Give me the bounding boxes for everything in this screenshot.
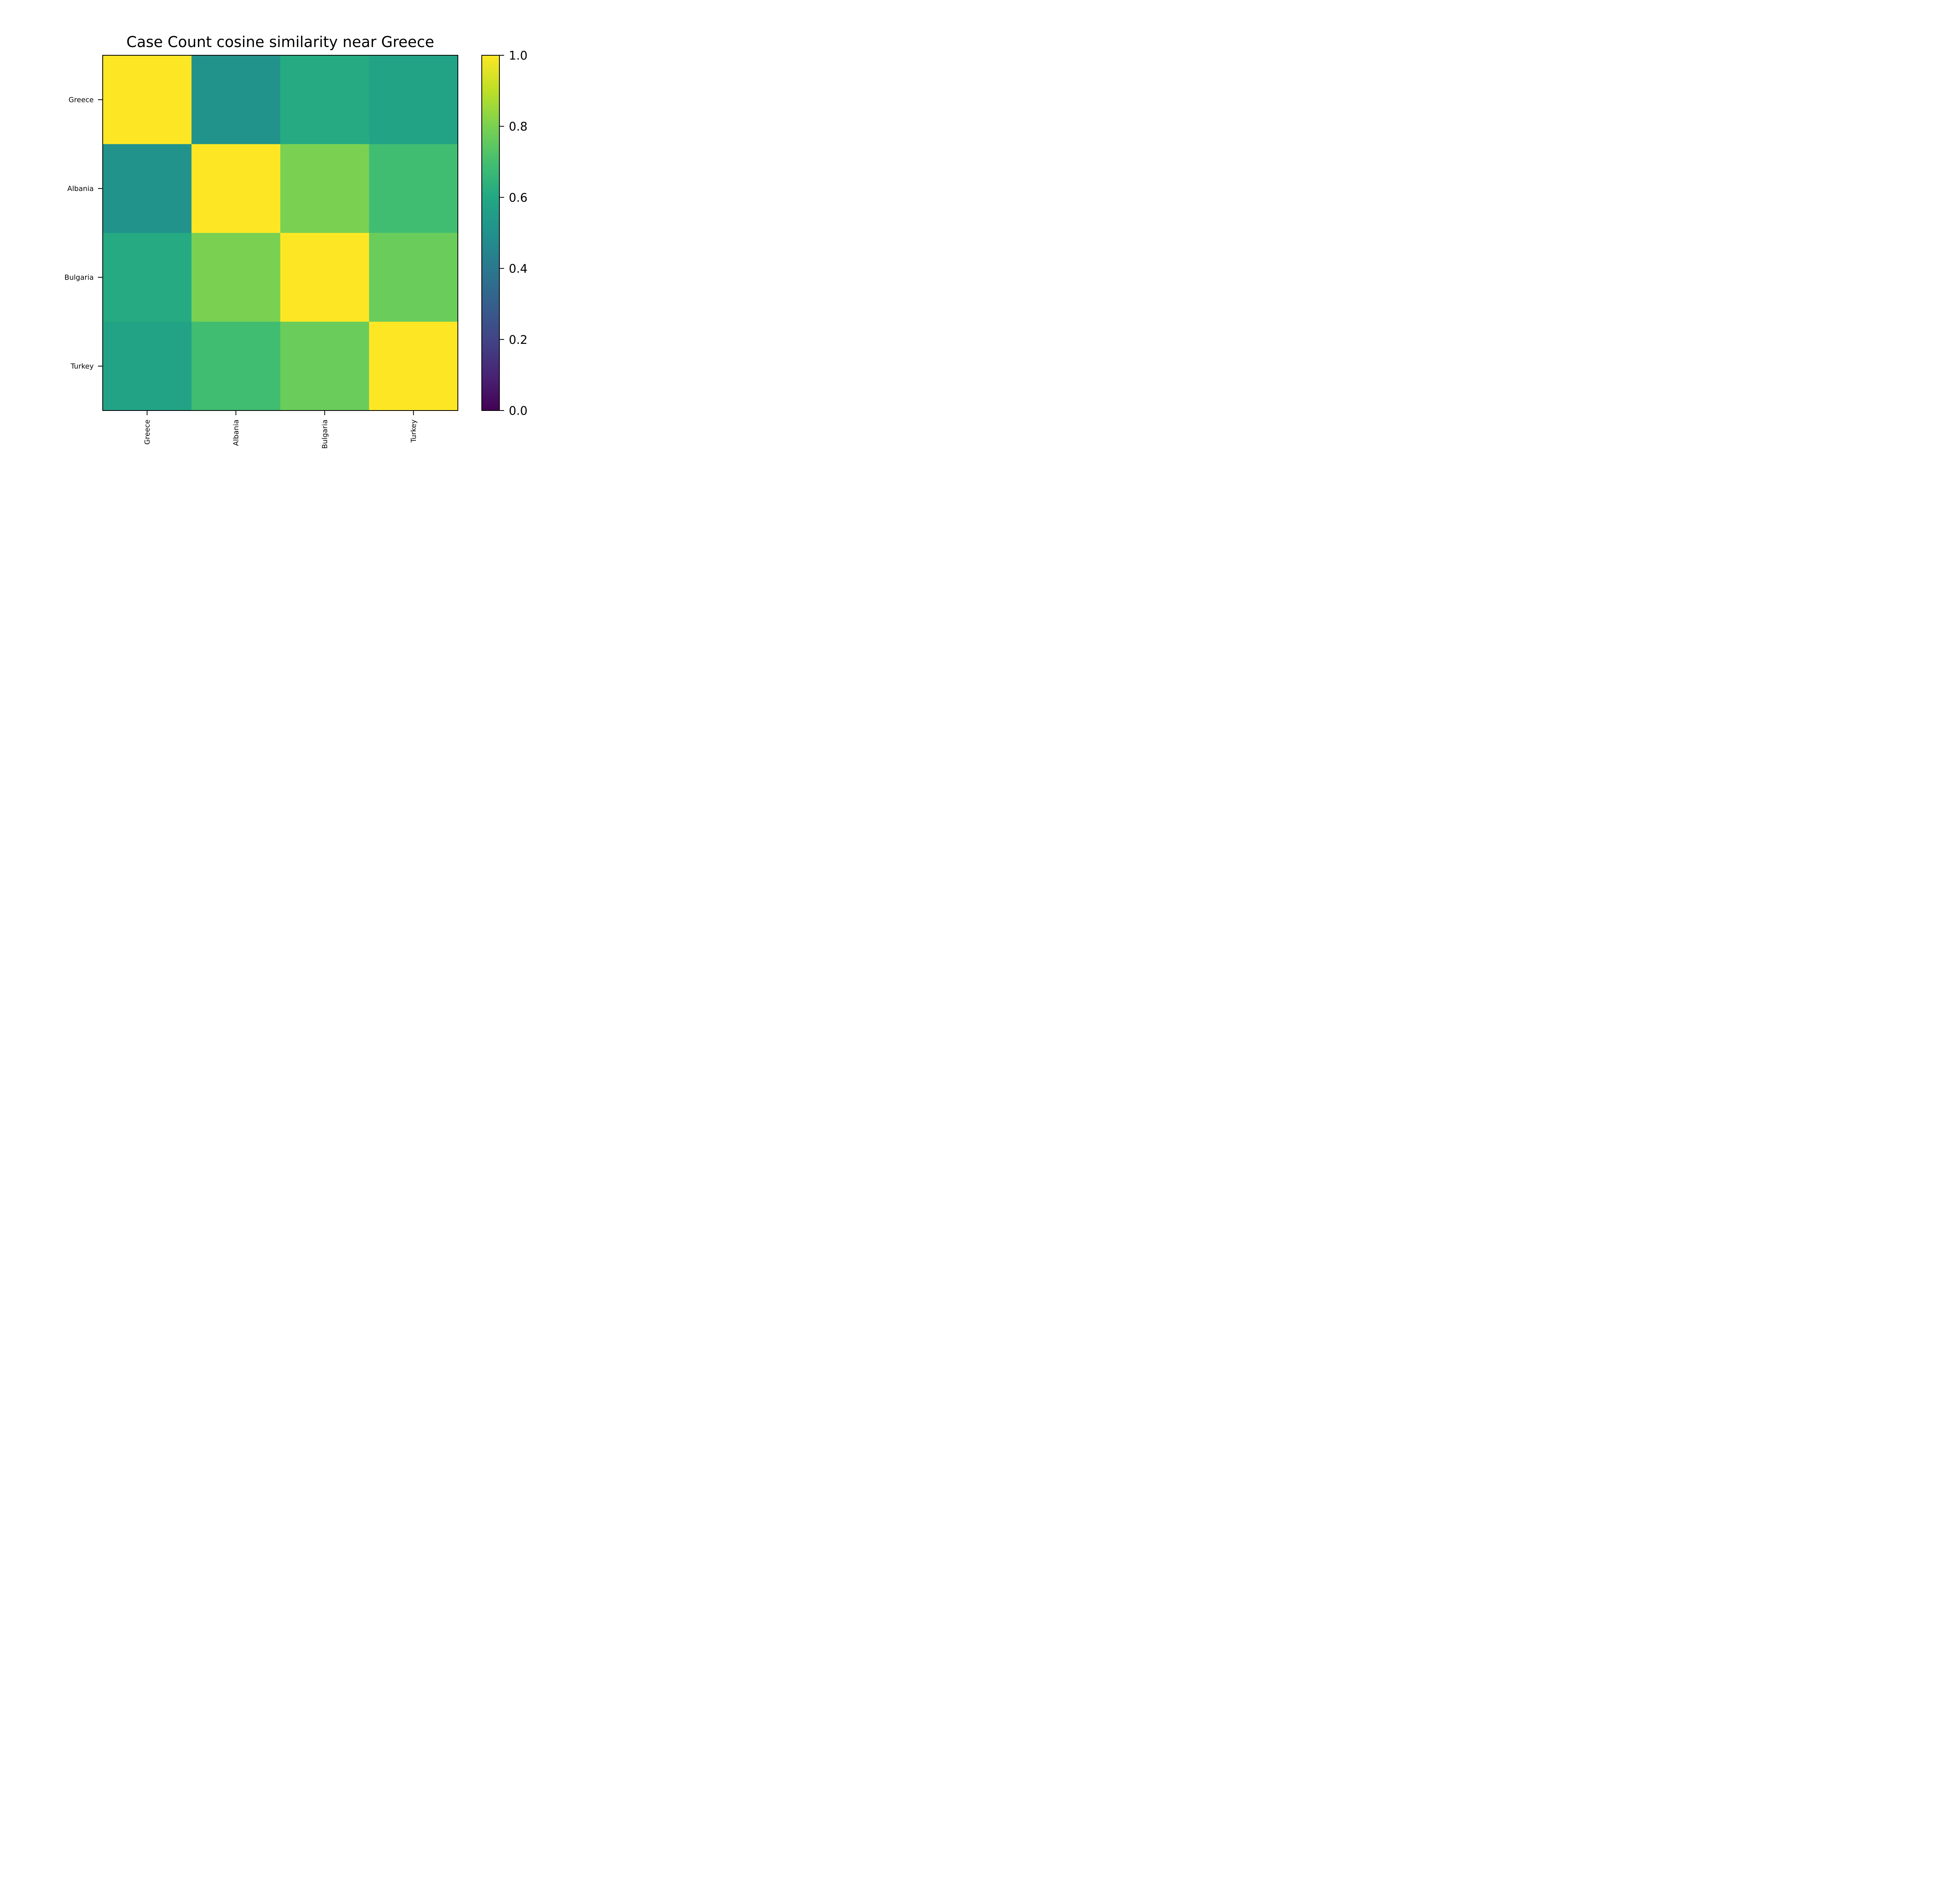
heatmap-cell-albania-greece [103, 144, 192, 233]
heatmap-figure: Case Count cosine similarity near Greece… [64, 33, 528, 449]
column-tick-label: Greece [143, 420, 151, 445]
heatmap-cell-bulgaria-greece [103, 233, 192, 322]
row-tick-label: Greece [69, 96, 94, 104]
row-tick-label: Turkey [70, 362, 94, 371]
column-tick-label: Turkey [410, 420, 418, 443]
colorbar-tick-label: 0.6 [509, 191, 528, 205]
heatmap-cell-bulgaria-albania [191, 233, 281, 322]
heatmap-cell-turkey-turkey [369, 322, 458, 411]
colorbar-frame [481, 55, 500, 411]
colorbar-tick-label: 1.0 [509, 49, 528, 63]
row-tick-group: Greece Albania Bulgaria Turkey [64, 96, 103, 371]
colorbar-tick-group: 0.0 0.2 0.4 0.6 0.8 1.0 [499, 49, 528, 418]
colorbar-tick-label: 0.4 [509, 262, 528, 276]
chart-title: Case Count cosine similarity near Greece [126, 33, 434, 51]
row-tick-label: Bulgaria [64, 273, 94, 282]
colorbar [482, 55, 499, 411]
heatmap-cell-greece-albania [191, 55, 281, 144]
heatmap-cell-albania-turkey [369, 144, 458, 233]
heatmap-cell-bulgaria-turkey [369, 233, 458, 322]
plot-frame [102, 55, 458, 411]
column-tick-label: Albania [232, 420, 240, 446]
heatmap-cell-turkey-albania [191, 322, 281, 411]
column-tick-label: Bulgaria [321, 420, 329, 449]
colorbar-tick-label: 0.2 [509, 333, 528, 347]
heatmap-cell-greece-greece [103, 55, 192, 144]
colorbar-tick-label: 0.8 [509, 120, 528, 134]
heatmap-cell-albania-albania [191, 144, 281, 233]
heatmap-cells [103, 55, 458, 411]
heatmap-cell-turkey-greece [103, 322, 192, 411]
colorbar-tick-label: 0.0 [509, 404, 528, 418]
heatmap-cell-greece-bulgaria [280, 55, 369, 144]
heatmap-cell-bulgaria-bulgaria [280, 233, 369, 322]
row-tick-label: Albania [67, 185, 94, 193]
column-tick-group: Greece Albania Bulgaria Turkey [143, 411, 418, 449]
heatmap-cell-turkey-bulgaria [280, 322, 369, 411]
heatmap-cell-greece-turkey [369, 55, 458, 144]
heatmap-cell-albania-bulgaria [280, 144, 369, 233]
